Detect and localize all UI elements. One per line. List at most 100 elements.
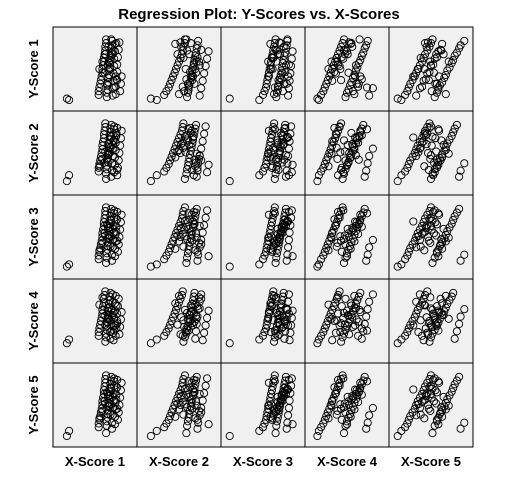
data-point [195,91,204,100]
data-point [111,72,120,81]
data-point [182,169,191,178]
data-point [368,290,377,299]
data-point [197,84,206,93]
data-point [178,378,187,387]
data-point [354,155,363,164]
data-point [95,83,104,92]
data-point [344,68,353,77]
data-point [180,333,189,342]
data-point [348,141,357,150]
data-point [115,38,124,47]
data-point [449,56,458,65]
data-point [185,154,194,163]
data-point [439,50,448,59]
data-point [274,404,283,413]
data-point [365,91,374,100]
data-point [174,237,184,246]
data-point [268,126,277,135]
data-point [327,57,336,66]
data-point [185,311,194,320]
data-point [319,419,328,428]
data-point [432,53,441,62]
data-point [95,414,104,423]
data-point [429,229,439,238]
data-point [329,302,338,311]
data-point [264,72,273,81]
data-point [423,330,433,339]
data-point [106,316,115,325]
data-point [335,287,344,296]
data-point [432,247,441,256]
data-point [268,300,277,309]
data-point [193,302,202,311]
data-point [412,91,421,100]
data-point [429,397,439,406]
data-point [270,203,279,212]
data-point [101,207,110,216]
data-point [179,119,188,128]
data-point [276,227,285,236]
data-point [281,67,290,77]
data-point [328,228,337,237]
data-point [200,221,209,230]
data-point [331,389,340,398]
data-point [415,290,424,299]
data-point [353,296,362,305]
data-point [204,306,213,315]
data-point [430,54,439,63]
data-point [188,236,197,245]
data-point [169,236,178,245]
data-point [272,249,282,258]
data-point [108,50,117,59]
data-point [355,35,364,44]
data-point [171,64,181,74]
data-point [429,158,439,167]
data-point [183,421,192,430]
data-point [102,155,111,164]
data-point [278,292,288,301]
data-point [284,217,293,226]
data-point [421,227,430,236]
data-point [177,224,186,233]
data-point [425,123,434,132]
data-point [356,72,365,81]
data-point [270,174,279,183]
data-point [334,207,343,216]
data-point [106,410,115,419]
data-point [313,177,322,186]
data-point [409,385,418,394]
data-point [260,251,269,260]
data-point [113,165,122,175]
data-point [415,84,424,93]
data-point [189,375,198,384]
data-point [333,154,342,163]
data-point [343,392,352,401]
data-point [174,405,184,414]
data-point [341,294,350,303]
data-point [431,315,440,324]
data-point [335,213,344,222]
data-point [331,389,340,398]
data-point [283,305,292,314]
data-point [331,69,340,78]
data-point [351,304,360,313]
data-point [146,431,155,441]
data-point [452,48,461,57]
data-point [447,131,456,141]
data-point [324,162,333,171]
data-point [185,140,194,149]
data-point [170,145,179,154]
data-point [449,215,458,225]
data-point [447,292,456,301]
data-point [184,209,193,218]
data-point [348,87,357,96]
data-point [274,76,283,85]
data-point [288,47,297,56]
data-point [173,393,182,402]
data-point [113,236,122,245]
data-point [319,251,328,260]
data-point [404,324,413,333]
data-point [102,203,111,212]
data-point [322,156,331,165]
